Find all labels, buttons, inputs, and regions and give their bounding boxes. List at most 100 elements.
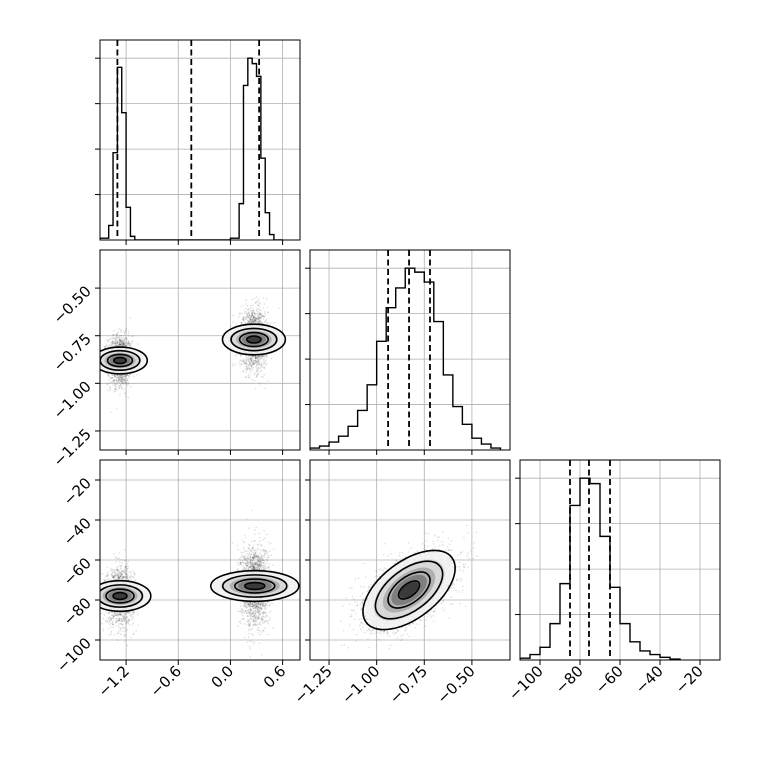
sample-point xyxy=(115,619,117,622)
sample-point xyxy=(109,388,112,390)
sample-point xyxy=(119,564,122,567)
contour-line xyxy=(238,331,269,348)
sample-point xyxy=(245,606,248,609)
sample-point xyxy=(125,567,127,569)
sample-point xyxy=(252,304,254,306)
sample-point xyxy=(133,633,135,635)
sample-point xyxy=(115,379,118,382)
sample-point xyxy=(262,314,264,317)
sample-point xyxy=(253,317,255,319)
sample-point xyxy=(105,612,108,614)
sample-point xyxy=(120,569,123,572)
sample-point xyxy=(256,361,258,364)
sample-point xyxy=(125,344,128,347)
sample-point xyxy=(257,357,259,360)
sample-point xyxy=(131,340,134,342)
sample-point xyxy=(110,619,113,621)
sample-point xyxy=(252,619,255,622)
sample-point xyxy=(256,356,259,359)
sample-point xyxy=(115,376,118,379)
sample-point xyxy=(253,361,255,363)
sample-point xyxy=(120,618,123,620)
sample-point xyxy=(128,611,130,614)
sample-point xyxy=(258,361,260,363)
sample-point xyxy=(246,359,248,361)
sample-point xyxy=(128,618,130,621)
sample-point xyxy=(120,377,122,379)
sample-point xyxy=(252,557,254,559)
sample-point xyxy=(126,577,129,579)
sample-point xyxy=(105,579,107,581)
sample-point xyxy=(254,355,257,358)
sample-point xyxy=(253,320,256,322)
sample-point xyxy=(257,563,260,565)
sample-point xyxy=(261,355,263,358)
sample-point xyxy=(132,611,135,614)
sample-point xyxy=(254,314,256,316)
sample-point xyxy=(258,322,260,324)
sample-point xyxy=(114,569,116,571)
sample-point xyxy=(113,576,115,578)
sample-point xyxy=(122,617,125,620)
sample-point xyxy=(113,345,115,347)
sample-point xyxy=(251,564,254,566)
sample-point xyxy=(240,354,242,357)
sample-point xyxy=(114,576,116,578)
sample-point xyxy=(121,382,124,384)
sample-point xyxy=(105,344,108,347)
sample-point xyxy=(258,613,260,615)
sample-point xyxy=(114,375,116,378)
sample-point xyxy=(120,386,123,389)
sample-point xyxy=(261,375,263,378)
sample-point xyxy=(118,339,120,341)
sample-point xyxy=(256,355,259,357)
sample-point xyxy=(117,377,120,379)
sample-point xyxy=(119,338,121,341)
sample-point xyxy=(247,368,249,371)
sample-point xyxy=(249,369,252,371)
sample-point xyxy=(113,337,116,339)
sample-point xyxy=(109,344,111,347)
sample-point xyxy=(126,374,128,377)
sample-point xyxy=(119,627,122,630)
sample-point xyxy=(238,362,241,364)
sample-point xyxy=(118,339,121,341)
sample-point xyxy=(252,364,255,366)
sample-point xyxy=(108,617,110,620)
sample-point xyxy=(122,626,125,629)
sample-point xyxy=(121,615,124,617)
sample-point xyxy=(263,530,265,532)
sample-point xyxy=(261,355,263,358)
sample-point xyxy=(253,607,255,610)
sample-point xyxy=(131,624,134,626)
sample-point xyxy=(259,355,261,357)
sample-point xyxy=(247,309,249,311)
sample-point xyxy=(248,376,251,379)
sample-point xyxy=(112,374,114,376)
sample-point xyxy=(112,614,114,616)
sample-point xyxy=(242,547,245,549)
y-tick-label: −0.50 xyxy=(50,282,95,327)
sample-point xyxy=(244,317,247,320)
sample-point xyxy=(121,380,124,383)
sample-point xyxy=(126,616,129,618)
sample-point xyxy=(110,614,113,616)
sample-point xyxy=(255,318,257,321)
sample-point xyxy=(265,558,268,560)
sample-point xyxy=(265,362,268,365)
sample-point xyxy=(126,575,128,578)
sample-point xyxy=(257,318,259,320)
sample-point xyxy=(251,321,254,323)
sample-point xyxy=(253,556,255,559)
sample-point xyxy=(267,620,269,622)
sample-point xyxy=(123,570,125,572)
sample-point xyxy=(121,378,123,381)
sample-point xyxy=(122,376,124,379)
sample-point xyxy=(252,567,254,570)
sample-point xyxy=(256,361,258,364)
sample-point xyxy=(115,621,118,624)
sample-point xyxy=(118,613,120,615)
sample-point xyxy=(252,319,254,321)
sample-point xyxy=(260,604,262,607)
sample-point xyxy=(123,339,125,342)
